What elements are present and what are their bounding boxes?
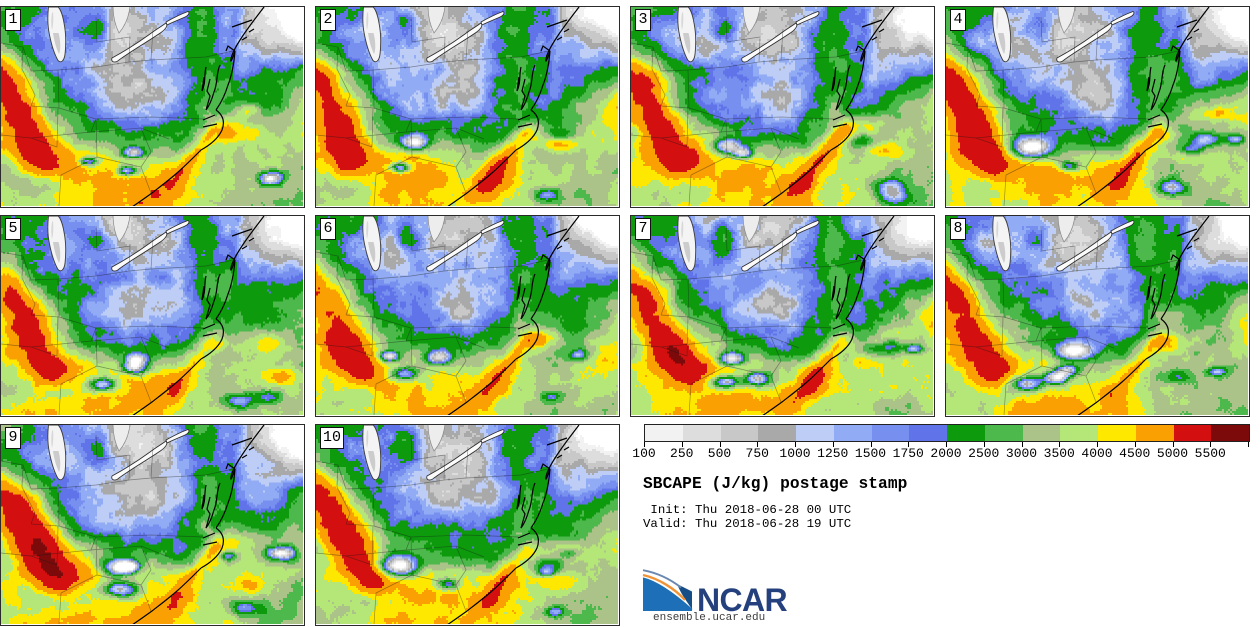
svg-text:NCAR: NCAR: [697, 582, 788, 615]
